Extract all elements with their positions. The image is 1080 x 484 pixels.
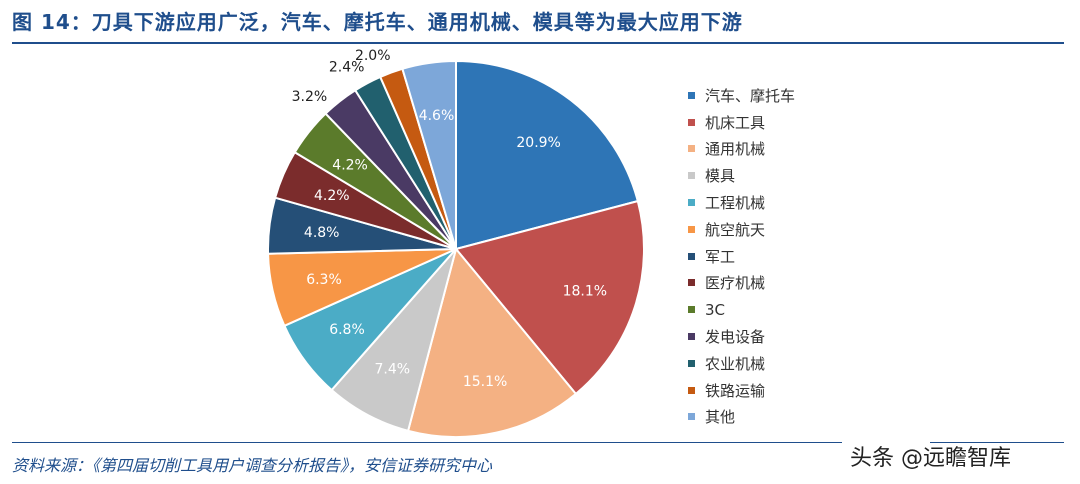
legend-swatch	[688, 333, 695, 341]
legend-swatch	[688, 91, 695, 99]
legend-item: 机床工具	[688, 109, 795, 136]
chart-legend: 汽车、摩托车 机床工具通用机械模具工程机械航空航天军工医疗机械 3C 发电设备农业机械…	[688, 82, 795, 430]
pie-slice	[455, 59, 640, 251]
pie-slice	[401, 59, 457, 250]
slice-label: 4.8%	[304, 225, 340, 241]
legend-label: 3C	[705, 300, 726, 319]
legend-label: 发电设备	[705, 328, 766, 347]
slice-label: 15.1%	[463, 374, 507, 390]
legend-item: 模具	[688, 162, 795, 189]
legend-label: 工程机械	[705, 194, 766, 213]
legend-swatch	[688, 199, 695, 207]
watermark-text: 头条 @远瞻智库	[850, 446, 1011, 471]
legend-swatch	[688, 279, 695, 287]
legend-label: 汽车、摩托车	[705, 86, 796, 105]
legend-label: 军工	[705, 247, 736, 266]
legend-label: 通用机械	[705, 140, 766, 159]
pie-slice	[454, 199, 645, 396]
slice-label: 3.2%	[292, 89, 328, 105]
legend-swatch	[688, 145, 695, 153]
pie-slice	[406, 246, 578, 438]
legend-swatch	[688, 252, 695, 260]
source-note: 资料来源：《第四届切削工具用户调查分析报告》，安信证券研究中心	[12, 456, 493, 475]
legend-item: 铁路运输	[688, 377, 795, 404]
legend-swatch	[688, 118, 695, 126]
slice-label: 4.2%	[332, 158, 368, 174]
page-title: 图 14：刀具下游应用广泛，汽车、摩托车、通用机械、模具等为最大应用下游	[12, 10, 743, 34]
slice-label: 2.0%	[355, 48, 391, 64]
legend-item: 通用机械	[688, 136, 795, 163]
source-divider-right	[930, 442, 1064, 443]
slice-label: 4.2%	[314, 188, 350, 204]
pie-chart: 20.9% 18.1% 15.1% 7.4% 6.8% 6.3% 4.8% 4.2% 4.2% 3…	[267, 48, 645, 438]
legend-swatch	[688, 386, 695, 394]
slice-label: 7.4%	[374, 361, 410, 377]
legend-item: 医疗机械	[688, 270, 795, 297]
legend-item: 3C	[688, 296, 795, 323]
legend-label: 铁路运输	[705, 381, 766, 400]
source-divider	[12, 442, 842, 443]
legend-swatch	[688, 359, 695, 367]
legend-swatch	[688, 306, 695, 314]
legend-label: 航空航天	[705, 220, 766, 239]
legend-label: 模具	[705, 167, 736, 186]
slice-label: 6.8%	[329, 322, 365, 338]
legend-item: 航空航天	[688, 216, 795, 243]
legend-label: 医疗机械	[705, 274, 766, 293]
legend-label: 机床工具	[705, 113, 766, 132]
slice-label: 4.6%	[419, 108, 455, 124]
slice-label: 20.9%	[516, 135, 560, 151]
legend-swatch	[688, 172, 695, 180]
legend-item: 工程机械	[688, 189, 795, 216]
slice-label: 6.3%	[306, 272, 342, 288]
legend-item: 发电设备	[688, 323, 795, 350]
legend-item: 其他	[688, 404, 795, 431]
title-divider	[12, 42, 1064, 44]
legend-item: 军工	[688, 243, 795, 270]
slice-label: 2.4%	[329, 60, 365, 76]
legend-item: 农业机械	[688, 350, 795, 377]
legend-item: 汽车、摩托车	[688, 82, 795, 109]
legend-swatch	[688, 413, 695, 421]
slice-label: 18.1%	[563, 283, 607, 299]
legend-label: 农业机械	[705, 354, 766, 373]
legend-label: 其他	[705, 408, 736, 427]
legend-swatch	[688, 225, 695, 233]
